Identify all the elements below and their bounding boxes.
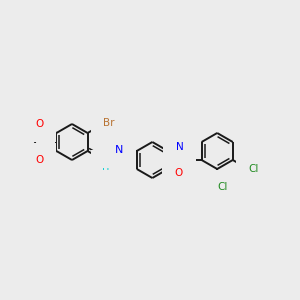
Text: N: N	[176, 142, 184, 152]
Text: O: O	[175, 169, 183, 178]
Text: Cl: Cl	[217, 182, 227, 192]
Text: Cl: Cl	[248, 164, 259, 174]
Text: O: O	[36, 155, 44, 165]
Text: H: H	[103, 162, 110, 172]
Text: N: N	[115, 145, 123, 155]
Text: O: O	[36, 119, 44, 129]
Text: Br: Br	[103, 118, 115, 128]
